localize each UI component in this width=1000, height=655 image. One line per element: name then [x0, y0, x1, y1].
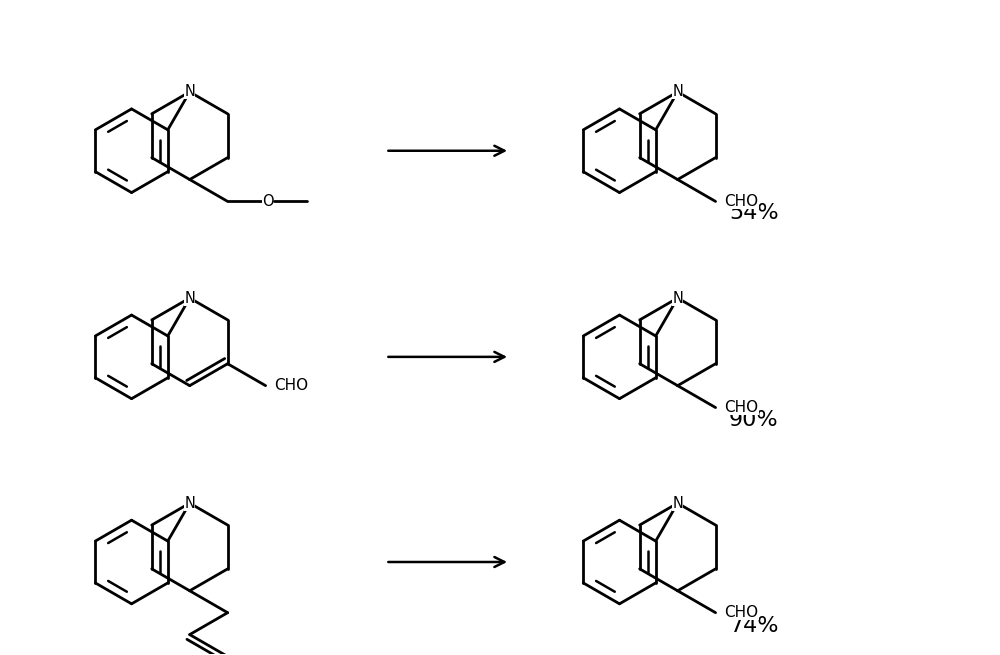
Text: 74%: 74% [729, 616, 779, 636]
Text: CHO: CHO [724, 605, 759, 620]
Text: 90%: 90% [729, 409, 779, 430]
Text: N: N [672, 496, 683, 511]
Text: CHO: CHO [274, 378, 309, 393]
Text: N: N [672, 291, 683, 305]
Text: CHO: CHO [724, 400, 759, 415]
Text: N: N [184, 84, 195, 100]
Text: 54%: 54% [729, 204, 779, 223]
Text: N: N [672, 84, 683, 100]
Text: N: N [184, 291, 195, 305]
Text: CHO: CHO [724, 194, 759, 209]
Text: O: O [262, 194, 273, 209]
Text: N: N [184, 496, 195, 511]
